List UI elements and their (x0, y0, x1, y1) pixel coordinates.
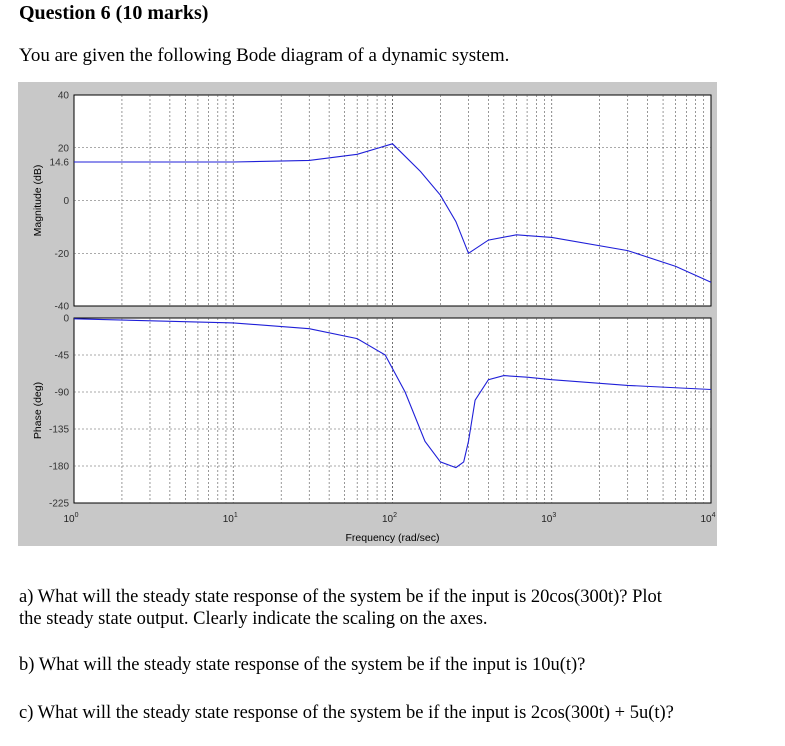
bode-plot-svg: 40 20 0 -20 -40 14.6 Magnitude (dB) 0 -45 -90 -135… (32, 91, 716, 545)
phase-y-tick-label: -45 (55, 351, 70, 362)
magnitude-extra-tick-label: 14.6 (50, 157, 70, 168)
x-tick-label: 101 (223, 512, 238, 525)
part-a: a) What will the steady state response o… (19, 586, 662, 630)
question-heading: Question 6 (10 marks) (19, 2, 209, 24)
phase-series-line (73, 318, 712, 469)
magnitude-y-tick-label: 20 (58, 143, 70, 154)
part-c: c) What will the steady state response o… (19, 702, 674, 724)
part-b-line1: What will the steady state response of t… (38, 655, 586, 675)
magnitude-y-tick-label: 0 (63, 196, 69, 207)
phase-y-axis-label: Phase (deg) (32, 382, 44, 439)
x-tick-label: 103 (541, 512, 556, 525)
magnitude-series-line (74, 143, 712, 283)
question-intro: You are given the following Bode diagram… (19, 45, 510, 66)
magnitude-y-axis-label: Magnitude (dB) (32, 165, 44, 237)
part-a-line2: the steady state output. Clearly indicat… (19, 609, 488, 629)
x-axis-label: Frequency (rad/sec) (346, 532, 440, 544)
magnitude-y-tick-label: 40 (58, 91, 70, 102)
phase-y-tick-label: 0 (63, 314, 69, 325)
part-a-line1: What will the steady state response of t… (37, 587, 662, 607)
phase-y-tick-label: -90 (55, 388, 70, 399)
magnitude-y-tick-label: -20 (55, 249, 70, 260)
part-a-label: a) (19, 587, 34, 607)
phase-y-tick-label: -180 (49, 462, 69, 473)
x-tick-label: 102 (382, 512, 397, 525)
magnitude-y-tick-label: -40 (55, 302, 70, 313)
phase-y-tick-label: -135 (49, 425, 69, 436)
bode-diagram: 40 20 0 -20 -40 14.6 Magnitude (dB) 0 -45 -90 -135… (18, 82, 717, 546)
part-b: b) What will the steady state response o… (19, 654, 585, 676)
x-tick-label: 104 (700, 512, 715, 525)
x-tick-label: 100 (63, 512, 78, 525)
part-c-label: c) (19, 703, 34, 723)
phase-y-tick-label: -225 (49, 499, 69, 510)
part-b-label: b) (19, 655, 35, 675)
part-c-line1: What will the steady state response of t… (37, 703, 674, 723)
